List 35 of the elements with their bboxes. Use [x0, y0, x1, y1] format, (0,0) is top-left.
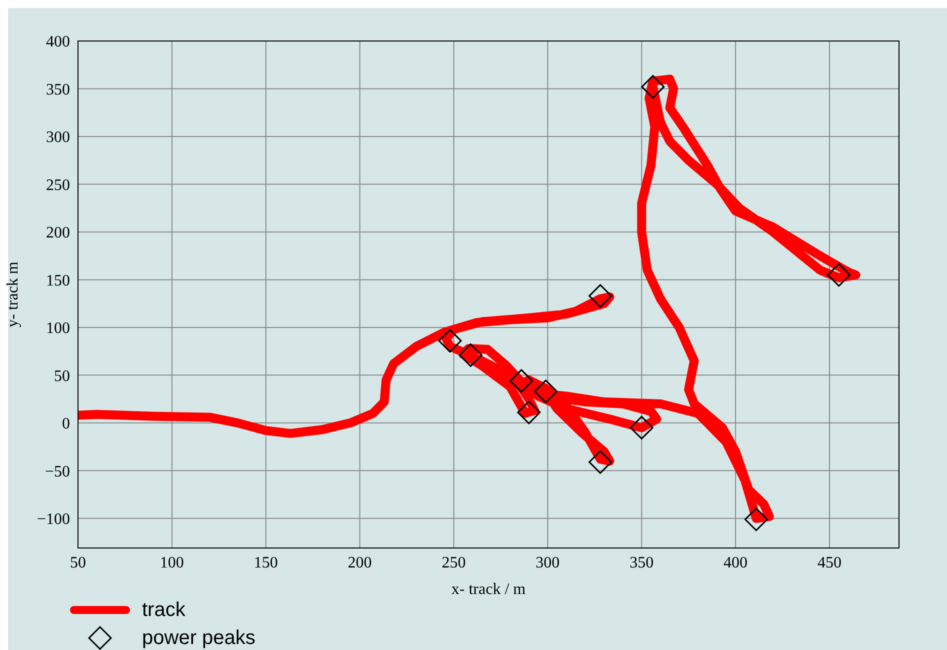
- y-tick-label: 0: [62, 416, 70, 433]
- x-tick-label: 400: [724, 554, 748, 572]
- point: [517, 400, 541, 424]
- y-tick-label: 300: [46, 129, 70, 146]
- point: [641, 75, 665, 99]
- x-tick-label: 250: [442, 554, 466, 572]
- point: [438, 329, 462, 353]
- point: [588, 450, 612, 474]
- point: [588, 284, 612, 308]
- y-tick-label: −50: [44, 463, 70, 480]
- x-tick-label: 350: [630, 554, 654, 572]
- x-tick-label: 50: [70, 554, 86, 572]
- y-tick-label: 400: [46, 34, 70, 51]
- x-tick-label: 300: [536, 554, 560, 572]
- x-tick-label: 100: [160, 554, 184, 572]
- x-axis-title: x- track / m: [451, 581, 526, 598]
- point: [744, 508, 768, 532]
- y-tick-label: −100: [36, 511, 70, 528]
- point: [510, 369, 534, 393]
- point: [827, 263, 851, 287]
- x-tick-label: 450: [817, 554, 842, 572]
- point: [630, 416, 654, 440]
- point: [458, 343, 482, 367]
- y-tick-label: 350: [46, 81, 70, 98]
- x-tick-label: 200: [348, 554, 372, 572]
- y-tick-label: 200: [46, 224, 70, 242]
- y-tick-label: 250: [46, 176, 70, 194]
- legend-label: track: [142, 598, 186, 622]
- point: [534, 380, 558, 404]
- x-tick-label: 150: [254, 554, 278, 572]
- y-tick-label: 150: [46, 272, 70, 290]
- y-axis-title: y- track m: [4, 261, 22, 328]
- y-tick-label: 100: [46, 320, 70, 338]
- legend-label: power peaks: [142, 626, 256, 650]
- y-tick-label: 50: [54, 368, 70, 385]
